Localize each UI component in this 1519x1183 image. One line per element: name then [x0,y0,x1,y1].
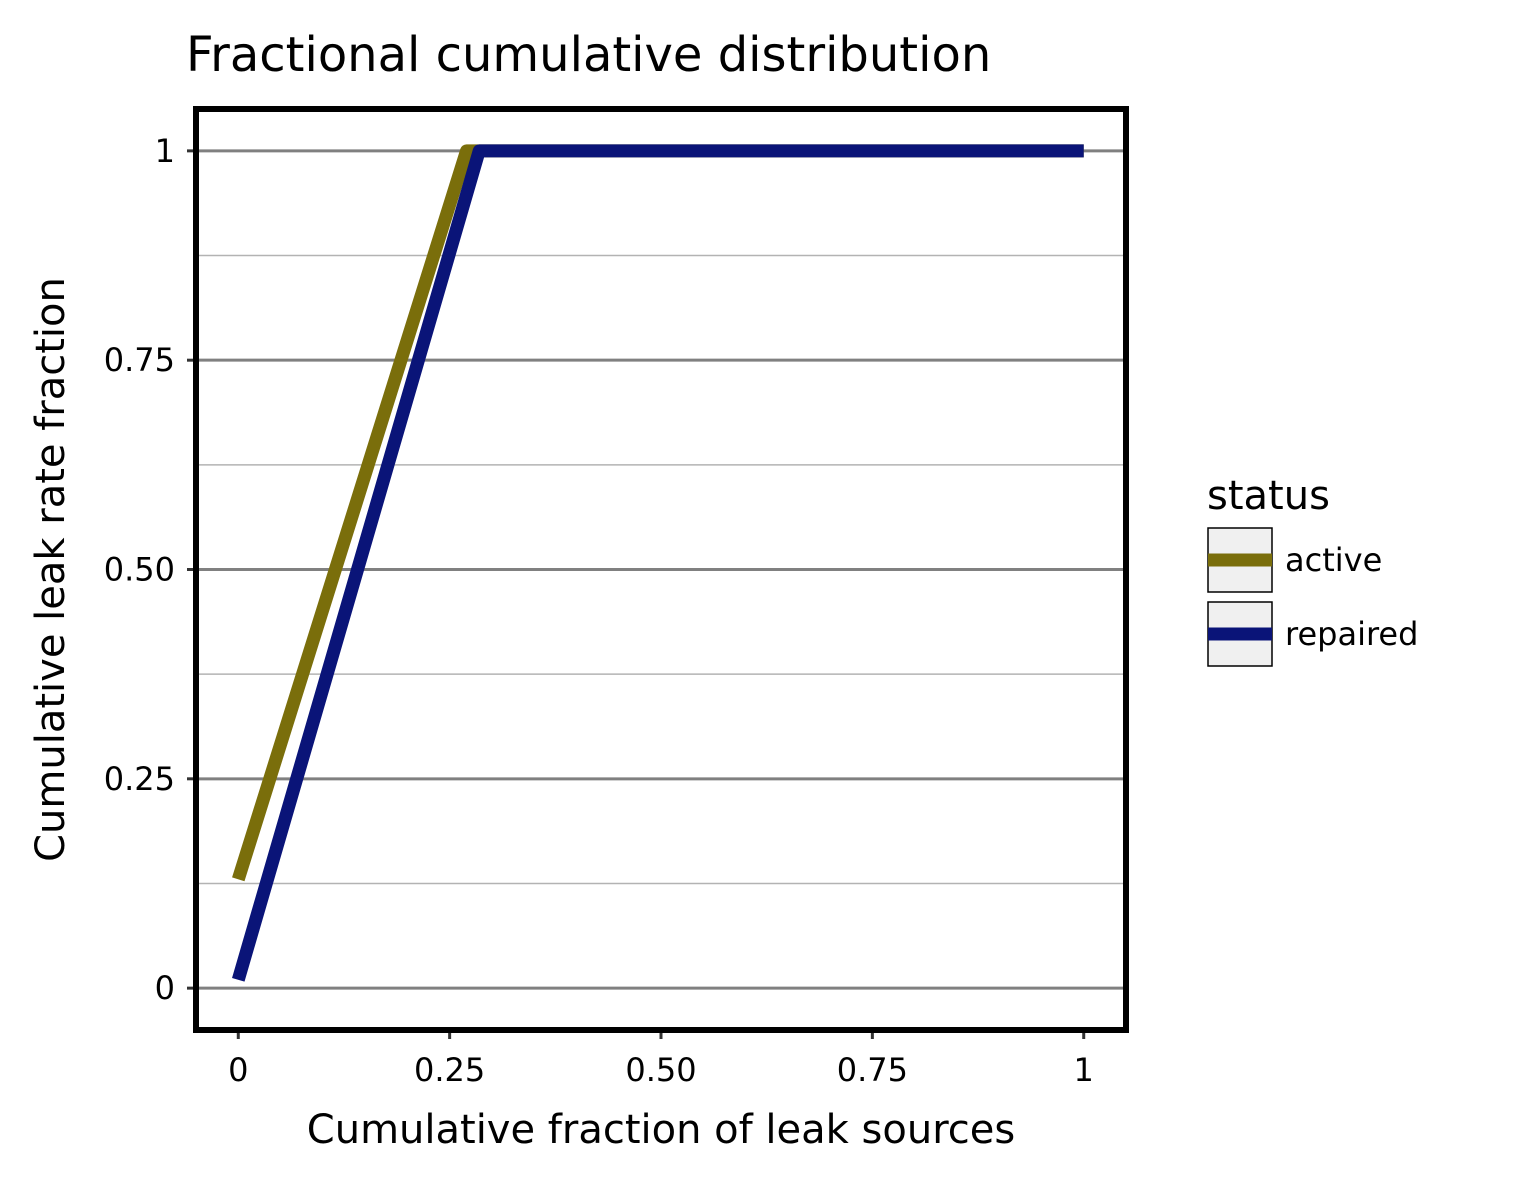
y-tick-label: 0.75 [104,341,175,379]
y-tick-label: 1 [155,132,175,170]
y-tick-label: 0.50 [104,551,175,589]
plot-panel-border [193,106,1129,1033]
x-tick-label: 0.75 [837,1051,908,1089]
x-tick-label: 0 [228,1051,248,1089]
legend-label-repaired: repaired [1285,615,1418,653]
series-line-active [232,144,1084,882]
legend: status active repaired [1207,473,1418,667]
series-line-repaired [232,144,1084,982]
chart-title: Fractional cumulative distribution [186,27,991,83]
x-tick-label: 0.25 [414,1051,485,1089]
y-tick-label: 0 [155,969,175,1007]
legend-title: status [1207,473,1330,519]
x-axis-title: Cumulative fraction of leak sources [307,1107,1015,1153]
y-axis-title: Cumulative leak rate fraction [28,277,74,862]
series-lines [232,144,1084,982]
x-tick-label: 0.50 [625,1051,696,1089]
y-tick-label: 0.25 [104,760,175,798]
legend-label-active: active [1285,541,1382,579]
x-tick-label: 1 [1074,1051,1094,1089]
axis-ticks: 0 0.25 0.50 0.75 1 0 0.25 0.50 0.75 1 [104,132,1094,1089]
